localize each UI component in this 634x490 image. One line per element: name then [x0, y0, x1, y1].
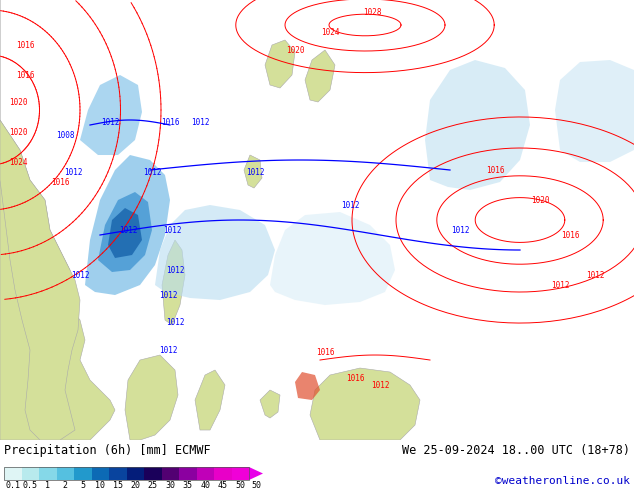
Polygon shape	[260, 390, 280, 418]
Text: 1012: 1012	[163, 225, 181, 235]
Polygon shape	[155, 205, 275, 300]
Polygon shape	[80, 75, 142, 155]
Text: 50: 50	[235, 481, 245, 490]
Bar	[127, 467, 144, 480]
Text: 1016: 1016	[316, 347, 334, 357]
Text: 1024: 1024	[321, 27, 339, 36]
Text: 1020: 1020	[9, 127, 27, 137]
Text: 1012: 1012	[158, 345, 178, 355]
Text: 1012: 1012	[165, 318, 184, 326]
Bar	[179, 467, 197, 480]
Bar	[231, 467, 249, 480]
Bar	[56, 467, 74, 480]
Text: 25: 25	[148, 481, 158, 490]
Bar	[22, 467, 39, 480]
Text: 1016: 1016	[51, 177, 69, 187]
Bar	[91, 467, 109, 480]
Text: 1016: 1016	[16, 41, 34, 49]
Polygon shape	[244, 155, 262, 188]
Text: 1012: 1012	[246, 168, 264, 176]
Text: 1020: 1020	[9, 98, 27, 106]
Bar	[144, 467, 162, 480]
Text: 15: 15	[113, 481, 123, 490]
Text: 40: 40	[200, 481, 210, 490]
Polygon shape	[125, 355, 178, 440]
Text: 30: 30	[165, 481, 175, 490]
Bar	[197, 467, 214, 480]
Polygon shape	[265, 40, 295, 88]
Polygon shape	[162, 240, 185, 325]
Text: Precipitation (6h) [mm] ECMWF: Precipitation (6h) [mm] ECMWF	[4, 444, 210, 457]
Polygon shape	[0, 0, 115, 440]
Text: 1012: 1012	[143, 168, 161, 176]
Polygon shape	[98, 192, 152, 272]
Text: 1012: 1012	[191, 118, 209, 126]
Text: 1008: 1008	[56, 130, 74, 140]
Text: 1016: 1016	[161, 118, 179, 126]
Text: 50: 50	[251, 481, 261, 490]
Text: 2: 2	[63, 481, 68, 490]
Bar	[39, 467, 56, 480]
Bar	[4, 467, 22, 480]
Text: 1012: 1012	[101, 118, 119, 126]
Text: 45: 45	[217, 481, 228, 490]
Text: 1012: 1012	[551, 280, 569, 290]
Polygon shape	[425, 60, 530, 190]
Polygon shape	[270, 212, 395, 305]
Text: 20: 20	[130, 481, 140, 490]
Text: 1016: 1016	[346, 373, 365, 383]
Polygon shape	[108, 208, 142, 258]
Text: 1012: 1012	[71, 270, 89, 279]
Text: 0.5: 0.5	[23, 481, 38, 490]
Text: 1012: 1012	[64, 168, 82, 176]
Bar	[214, 467, 231, 480]
Text: 1012: 1012	[586, 270, 604, 279]
Text: 1016: 1016	[560, 230, 579, 240]
Text: 35: 35	[183, 481, 193, 490]
Text: 1012: 1012	[340, 200, 359, 210]
Polygon shape	[305, 50, 335, 102]
Text: 1012: 1012	[158, 291, 178, 299]
Text: 1028: 1028	[363, 7, 381, 17]
Bar	[74, 467, 91, 480]
Polygon shape	[0, 120, 80, 440]
Text: 10: 10	[95, 481, 105, 490]
Text: 1016: 1016	[16, 71, 34, 79]
Bar	[4, 467, 249, 480]
Text: 1016: 1016	[486, 166, 504, 174]
Text: ©weatheronline.co.uk: ©weatheronline.co.uk	[495, 476, 630, 486]
Text: 1020: 1020	[286, 46, 304, 54]
Text: 1012: 1012	[165, 266, 184, 274]
Polygon shape	[295, 372, 320, 400]
Polygon shape	[85, 155, 170, 295]
Polygon shape	[249, 467, 263, 480]
Text: 1020: 1020	[531, 196, 549, 204]
Text: 1012: 1012	[451, 225, 469, 235]
Bar	[109, 467, 127, 480]
Bar	[162, 467, 179, 480]
Text: 0.1: 0.1	[5, 481, 20, 490]
Polygon shape	[195, 370, 225, 430]
Text: 1024: 1024	[9, 157, 27, 167]
Text: 1012: 1012	[119, 225, 137, 235]
Text: 1: 1	[45, 481, 50, 490]
Text: 5: 5	[81, 481, 85, 490]
Text: We 25-09-2024 18..00 UTC (18+78): We 25-09-2024 18..00 UTC (18+78)	[402, 444, 630, 457]
Text: 1012: 1012	[371, 381, 389, 390]
Polygon shape	[555, 60, 634, 162]
Polygon shape	[310, 368, 420, 440]
